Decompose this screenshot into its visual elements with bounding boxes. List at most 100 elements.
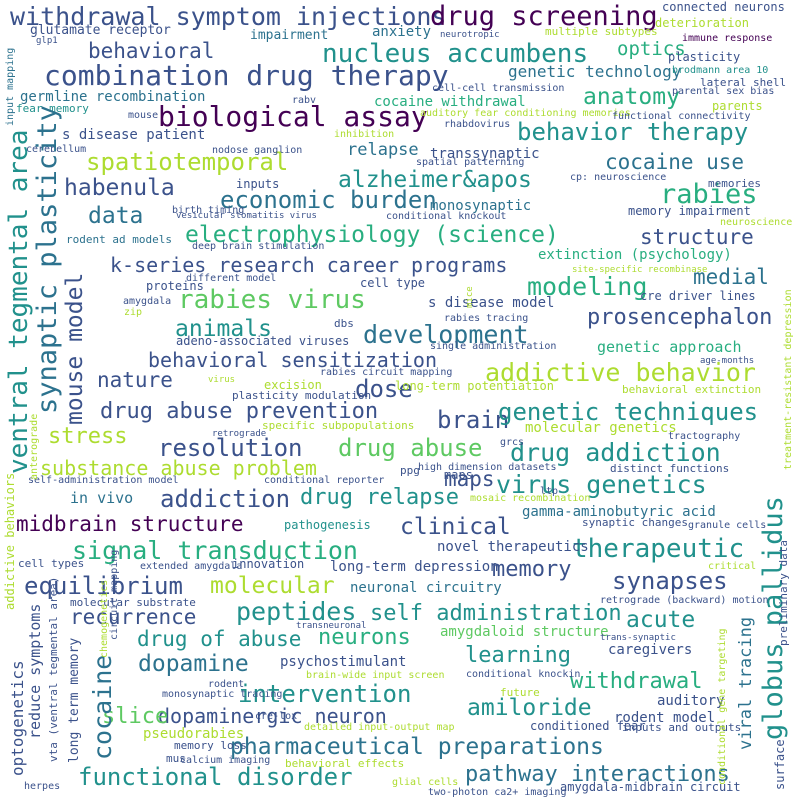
word: gamma-aminobutyric acid [522,504,716,520]
word: prosencephalon [587,305,773,330]
word: single administration [430,341,557,352]
word: pathogenesis [284,518,371,532]
word: functional disorder [78,763,353,791]
word: deterioration [655,16,749,30]
word: clinical [400,514,511,540]
word: surface [773,739,787,790]
word: amygdaloid structure [440,624,609,640]
word: development [363,320,529,349]
word: trans-synaptic [600,633,676,643]
word: behavior therapy [517,118,749,146]
word: ltp [540,486,559,497]
word: genetic technology [508,62,682,81]
word: functional connectivity [612,111,751,122]
word: monosynaptic tracing [162,689,283,700]
word: molecular genetics [525,420,677,436]
word: different model [186,273,277,284]
word: caregivers [608,642,693,658]
word: animals [175,316,272,342]
word: cell type [360,276,426,290]
word: nucleus accumbens [322,39,589,69]
word: calcium imaging [180,755,271,766]
word: memory loss [174,739,247,752]
word: cerebellum [26,144,87,155]
word: modeling [527,272,648,301]
word: reduce symptoms [26,603,44,739]
word: deep brain stimulation [192,241,325,252]
word: transsynaptic [430,146,540,162]
word: resolution [158,434,303,462]
word: structure [640,225,754,249]
word: withdrawal [570,669,703,694]
word: synaptic changes [582,516,688,529]
word: drug relapse [300,485,459,510]
word: impairment [250,28,329,43]
word: anterograde [29,413,40,480]
word: mouse [128,110,159,121]
word: retrograde [212,429,267,439]
word: site-specific recombinase [572,265,708,275]
word: vesicular stomatitis virus [176,211,317,221]
word: memory impairment [628,204,751,218]
word: neurons [318,625,411,650]
word: inputs and outputs [622,721,742,734]
word: mouse model [62,272,88,425]
word: addictive behaviors [3,472,17,610]
word: rabies tracing [444,313,529,324]
word: maps [444,467,495,491]
word: neuronal circuitry [350,580,502,596]
word: critical [708,561,757,572]
word: stress [48,424,128,449]
word: neuroscience [720,217,793,228]
word: detailed input-output map [304,722,455,733]
word: inputs [236,177,280,191]
word: equilibrium [24,572,183,600]
word: neurotropic [440,30,500,40]
word: pathway interactions [465,762,730,787]
word: proteins [146,279,204,293]
word: connected neurons [662,0,785,14]
word: dose [355,375,413,403]
word: optogenetics [8,660,27,776]
word: molecular substrate [70,596,196,609]
word: s disease model [428,295,555,311]
word: alzheimer&apos [338,167,532,193]
word: slice [102,704,169,729]
word: long-term depression [330,559,499,575]
word: psychostimulant [280,654,407,670]
word: nodose ganglion [212,145,303,156]
word: peptides [236,597,357,626]
word: economic burden [220,186,437,214]
word: glutamate receptor [30,23,171,38]
word: behavioral [88,39,215,63]
word: viral tracing [736,616,756,750]
word: cre-lox [255,711,298,722]
word: brodmann area 10 [672,65,769,76]
word: synapses [612,567,728,595]
word: conditional reporter [264,475,385,486]
word: monosynaptic [430,198,532,214]
word: intervention [238,680,412,708]
word: auditory [657,693,725,709]
word: ppg [400,464,420,477]
word: behavioral extinction [622,383,762,396]
word: adeno-associated viruses [176,334,350,348]
word: drug of abuse [137,627,302,651]
word: circuit mapping [109,549,120,640]
word: conditional gene targeting [717,628,728,785]
word: brain [437,406,510,434]
word: cocaine [88,654,117,760]
word: plasticity [668,50,741,64]
word: treatment-resistant depression [783,289,794,470]
word: anxiety [372,24,432,40]
word: relapse [347,140,419,160]
word: specific subpopulations [262,419,415,432]
word: herpes [24,781,61,792]
word: preliminary data [777,540,790,646]
word: innovation [232,557,305,571]
word: extinction (psychology) [538,247,732,263]
word: k-series research career programs [110,253,508,277]
word: conditional knockout [386,211,507,222]
word: input mapping [5,47,16,126]
